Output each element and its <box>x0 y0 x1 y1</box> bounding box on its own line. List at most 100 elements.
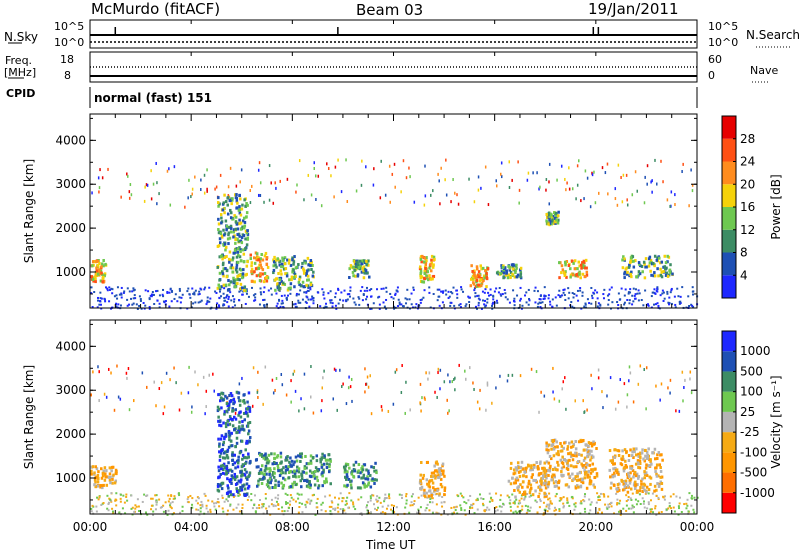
heatmap-cell <box>299 289 302 292</box>
heatmap-cell <box>101 262 104 266</box>
heatmap-cell <box>113 295 116 298</box>
heatmap-cell <box>302 271 306 275</box>
heatmap-cell <box>151 497 154 500</box>
heatmap-cell <box>509 482 513 486</box>
heatmap-cell <box>363 259 366 263</box>
heatmap-cell <box>655 494 658 497</box>
heatmap-cell <box>610 505 613 508</box>
heatmap-cell <box>108 478 112 482</box>
heatmap-cell <box>548 466 552 470</box>
heatmap-cell <box>273 456 276 460</box>
freq-tick-top: 18 <box>60 53 74 66</box>
heatmap-cell <box>364 269 368 273</box>
heatmap-cell <box>592 455 595 459</box>
heatmap-cell <box>553 484 557 488</box>
heatmap-cell <box>481 290 484 293</box>
heatmap-cell <box>476 294 479 297</box>
heatmap-cell <box>311 264 314 268</box>
heatmap-cell <box>303 372 306 376</box>
heatmap-cell <box>99 484 102 488</box>
heatmap-cell <box>575 294 578 297</box>
heatmap-cell <box>233 472 237 476</box>
heatmap-cell <box>637 261 641 265</box>
heatmap-cell <box>178 289 181 292</box>
heatmap-cell <box>252 294 255 297</box>
heatmap-cell <box>582 463 586 467</box>
heatmap-cell <box>243 468 247 472</box>
heatmap-cell <box>339 298 342 301</box>
heatmap-cell <box>225 275 229 279</box>
heatmap-cell <box>265 256 269 260</box>
heatmap-cell <box>365 263 368 267</box>
heatmap-cell <box>291 270 294 274</box>
heatmap-cell <box>432 255 436 259</box>
heatmap-cell <box>259 181 262 185</box>
heatmap-cell <box>381 505 384 508</box>
heatmap-cell <box>375 498 378 501</box>
heatmap-cell <box>502 502 505 505</box>
heatmap-cell <box>232 493 235 497</box>
velocity-heatmap-cells <box>90 363 699 516</box>
heatmap-cell <box>348 375 350 379</box>
heatmap-cell <box>91 264 94 268</box>
heatmap-cell <box>298 409 300 413</box>
heatmap-cell <box>492 301 495 304</box>
heatmap-cell <box>222 510 225 513</box>
heatmap-cell <box>571 458 575 462</box>
heatmap-cell <box>331 305 334 308</box>
heatmap-cell <box>404 411 406 415</box>
heatmap-cell <box>281 383 284 387</box>
heatmap-cell <box>230 444 234 448</box>
heatmap-cell <box>292 260 296 264</box>
heatmap-cell <box>474 295 477 298</box>
heatmap-cell <box>670 190 673 194</box>
heatmap-cell <box>341 500 344 503</box>
heatmap-cell <box>388 493 391 496</box>
heatmap-cell <box>337 288 340 291</box>
heatmap-cell <box>96 259 100 263</box>
heatmap-cell <box>623 276 626 280</box>
heatmap-cell <box>364 477 367 481</box>
heatmap-cell <box>612 467 615 471</box>
heatmap-cell <box>548 221 552 225</box>
heatmap-cell <box>297 280 301 284</box>
heatmap-cell <box>502 269 505 273</box>
heatmap-cell <box>378 303 381 306</box>
heatmap-cell <box>255 507 258 510</box>
heatmap-cell <box>611 459 615 463</box>
heatmap-cell <box>500 510 503 513</box>
heatmap-cell <box>114 468 118 472</box>
heatmap-cell <box>428 291 431 294</box>
heatmap-cell <box>571 444 575 448</box>
heatmap-cell <box>577 478 580 482</box>
heatmap-cell <box>591 173 594 177</box>
heatmap-cell <box>90 472 93 476</box>
heatmap-cell <box>367 481 371 485</box>
heatmap-cell <box>539 185 541 189</box>
heatmap-cell <box>309 286 312 289</box>
heatmap-cell <box>228 283 231 287</box>
heatmap-cell <box>340 190 343 194</box>
heatmap-cell <box>608 506 611 509</box>
heatmap-cell <box>255 252 259 256</box>
heatmap-cell <box>231 451 234 455</box>
heatmap-cell <box>343 484 346 488</box>
heatmap-cell <box>220 434 224 438</box>
heatmap-cell <box>181 510 184 513</box>
heatmap-cell <box>580 199 582 203</box>
heatmap-cell <box>506 379 509 383</box>
heatmap-cell <box>242 483 246 487</box>
heatmap-cell <box>302 470 306 474</box>
heatmap-cell <box>467 295 470 298</box>
heatmap-cell <box>350 377 353 381</box>
heatmap-cell <box>564 440 567 444</box>
heatmap-cell <box>203 288 206 291</box>
heatmap-cell <box>539 295 542 298</box>
heatmap-cell <box>439 368 442 372</box>
heatmap-cell <box>537 485 540 489</box>
heatmap-cell <box>647 447 650 451</box>
heatmap-cell <box>373 478 377 482</box>
heatmap-cell <box>500 270 504 274</box>
heatmap-cell <box>642 457 645 461</box>
heatmap-cell <box>220 221 223 225</box>
